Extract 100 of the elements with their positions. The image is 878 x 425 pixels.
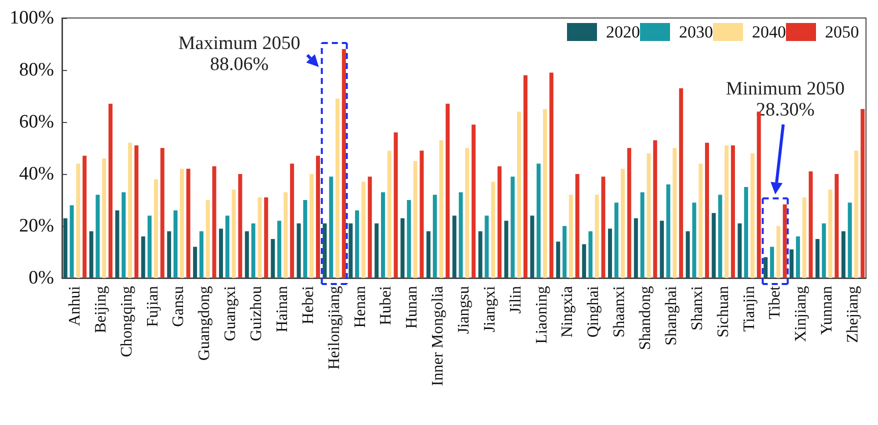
x-tick-label: Hunan <box>404 286 421 329</box>
bar <box>394 132 398 278</box>
bar <box>686 231 690 278</box>
bar <box>634 218 638 278</box>
bar <box>692 202 696 278</box>
bar <box>296 223 301 278</box>
bar <box>504 220 508 278</box>
bar <box>329 176 334 278</box>
bar <box>406 200 411 278</box>
x-tick-label: Shanxi <box>688 285 706 330</box>
y-tick-label: 100% <box>10 8 54 28</box>
bar <box>815 239 820 278</box>
bar <box>368 176 372 278</box>
bar <box>186 168 190 278</box>
bar <box>310 174 314 278</box>
bar <box>614 202 618 278</box>
bar <box>523 75 528 278</box>
bar <box>212 166 216 278</box>
bar <box>472 124 476 278</box>
legend-label: 2050 <box>825 22 859 42</box>
y-tick-label: 60% <box>19 112 54 132</box>
legend-label: 2040 <box>752 22 786 42</box>
bar <box>148 216 152 278</box>
bar <box>290 164 294 278</box>
bar <box>342 49 346 278</box>
bar <box>601 176 606 278</box>
x-tick-label: Henan <box>352 286 369 328</box>
bar <box>568 194 573 278</box>
bar <box>193 246 198 278</box>
bar <box>764 257 768 278</box>
bar <box>336 98 340 278</box>
bar <box>108 104 113 278</box>
x-tick-label: Ningxia <box>559 286 576 338</box>
bar <box>206 200 210 278</box>
bar <box>89 231 94 278</box>
y-tick-label: 80% <box>19 60 54 80</box>
bar <box>174 210 178 278</box>
bar <box>543 109 548 278</box>
bar <box>426 231 430 278</box>
bar <box>63 218 68 278</box>
bar <box>822 223 826 278</box>
x-tick-label: Guangxi <box>222 285 240 342</box>
bar <box>484 216 489 278</box>
bar <box>750 153 754 278</box>
bar <box>264 197 268 278</box>
x-tick-label: Qinghai <box>585 285 602 338</box>
bar <box>244 231 249 278</box>
bar <box>96 194 100 278</box>
bar <box>828 190 832 278</box>
bar <box>517 112 522 278</box>
x-tick-label: Hebei <box>300 285 317 324</box>
bar <box>620 168 625 278</box>
bar <box>582 244 586 278</box>
x-tick-label: Tianjin <box>740 286 758 332</box>
bar <box>277 220 282 278</box>
bar <box>303 200 308 278</box>
x-tick-label: Shandong <box>637 286 654 350</box>
bar <box>782 204 787 278</box>
x-tick-label: Hainan <box>274 286 291 332</box>
bar <box>705 142 710 278</box>
bar <box>180 168 184 278</box>
x-tick-label: Guangdong <box>196 286 214 361</box>
x-tick-label: Hubei <box>378 285 395 326</box>
bar <box>134 145 138 278</box>
x-tick-label: Guizhou <box>248 286 266 342</box>
bar <box>115 210 120 278</box>
bar <box>796 236 800 278</box>
bar <box>355 210 360 278</box>
bar <box>790 249 794 278</box>
bar <box>698 164 703 278</box>
bar <box>284 192 288 278</box>
bar <box>666 184 670 278</box>
x-tick-label: Heilongjiang <box>326 286 343 370</box>
x-tick-label: Shaanxi <box>611 285 628 338</box>
bar <box>232 190 236 278</box>
bar <box>199 231 204 278</box>
bar <box>672 148 677 278</box>
bar <box>380 192 385 278</box>
bar <box>841 231 846 278</box>
x-tick-label: Gansu <box>170 286 188 327</box>
bar <box>808 171 813 278</box>
bar <box>458 192 463 278</box>
x-tick-label: Sichuan <box>714 286 732 338</box>
bar <box>588 231 592 278</box>
bar <box>70 205 74 278</box>
bar <box>400 218 405 278</box>
y-tick-label: 40% <box>19 164 54 184</box>
x-tick-label: Jiangxi <box>481 285 498 332</box>
bar <box>536 164 541 278</box>
bar <box>594 194 599 278</box>
bar <box>270 239 275 278</box>
x-tick-label: Xinjiang <box>792 286 810 342</box>
x-tick-label: Anhui <box>66 285 84 326</box>
bar <box>653 140 658 278</box>
bar <box>141 236 146 278</box>
bar <box>848 202 852 278</box>
bar <box>167 231 172 278</box>
bar <box>154 179 158 278</box>
y-tick-label: 20% <box>19 216 54 236</box>
bar <box>730 145 735 278</box>
